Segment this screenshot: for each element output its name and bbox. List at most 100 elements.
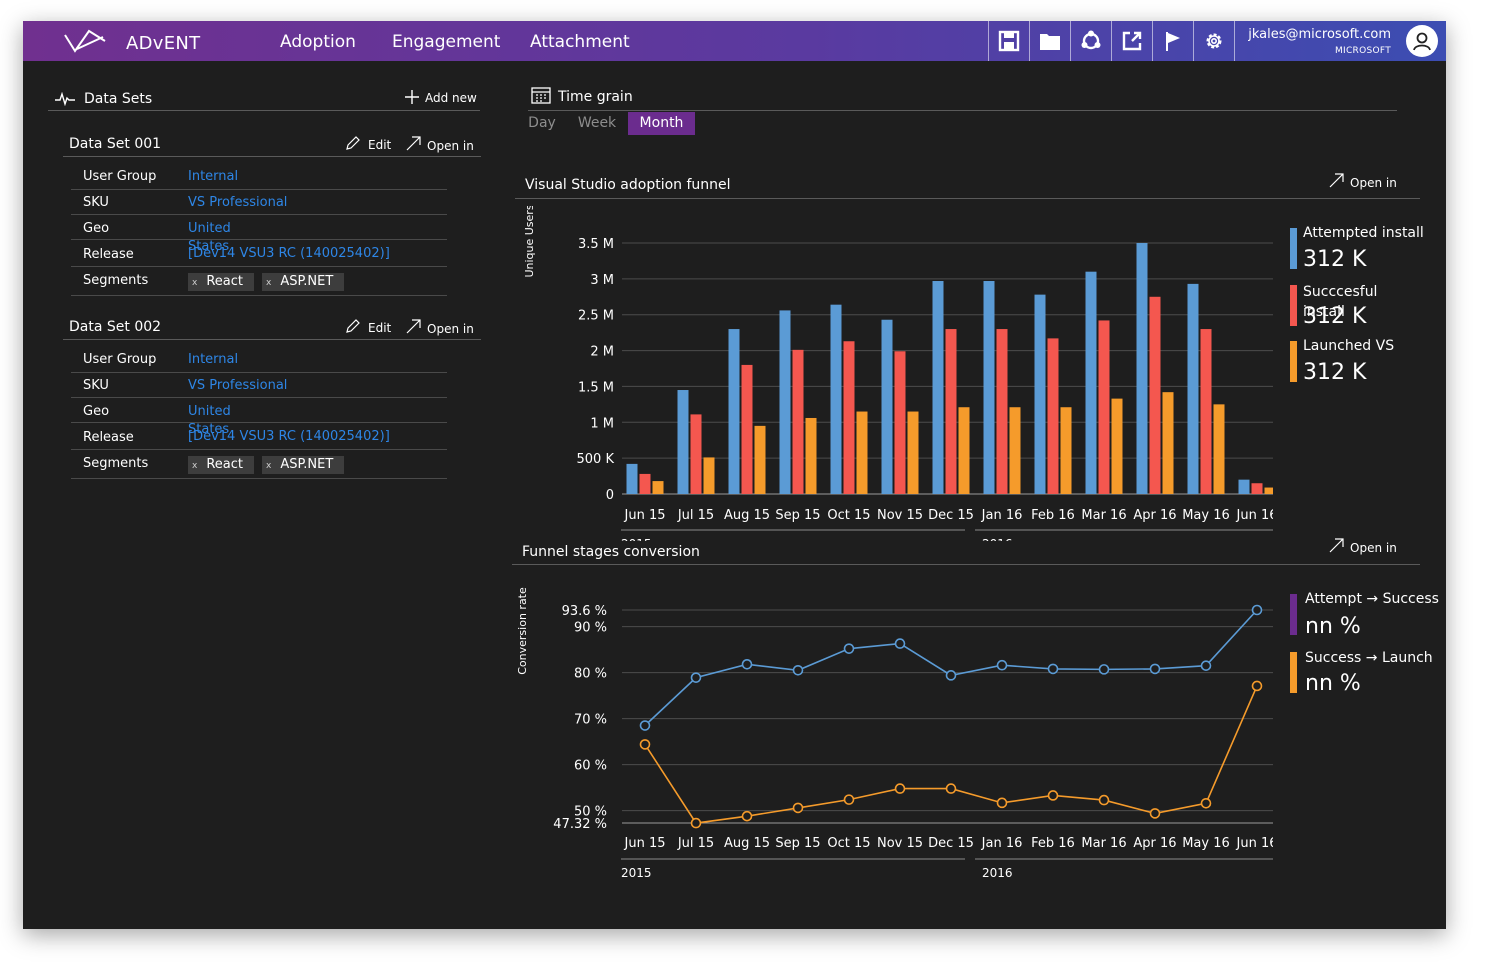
pencil-icon bbox=[346, 136, 360, 150]
user-avatar[interactable] bbox=[1406, 25, 1438, 57]
open-folder-button[interactable] bbox=[1029, 21, 1070, 61]
add-new-button[interactable]: Add new bbox=[404, 89, 477, 105]
x-tick-label: Jan 16 bbox=[981, 508, 1023, 523]
field-label-sku: SKU bbox=[83, 378, 109, 393]
arrow-up-right-icon bbox=[406, 136, 421, 151]
flag-button[interactable] bbox=[1152, 21, 1193, 61]
conversion-open-in-button[interactable]: Open in bbox=[1329, 538, 1397, 555]
add-new-label: Add new bbox=[425, 91, 477, 105]
edit-button[interactable]: Edit bbox=[345, 319, 391, 335]
segment-tag[interactable]: x ASP.NET bbox=[262, 456, 345, 474]
nav-adoption[interactable]: Adoption bbox=[280, 32, 356, 52]
data-point bbox=[1149, 663, 1161, 675]
remove-tag-icon[interactable]: x bbox=[192, 461, 198, 471]
bar bbox=[881, 319, 893, 494]
year-label: 2015 bbox=[621, 537, 652, 541]
segment-tag[interactable]: x ASP.NET bbox=[262, 273, 345, 291]
x-tick-label: Sep 15 bbox=[775, 508, 820, 523]
geo-value[interactable]: United bbox=[188, 404, 231, 419]
field-label-user-group: User Group bbox=[83, 169, 157, 184]
geo-value[interactable]: United bbox=[188, 221, 231, 236]
arrow-up-right-icon bbox=[406, 319, 421, 334]
bar bbox=[830, 304, 842, 494]
legend-swatch bbox=[1290, 285, 1297, 326]
sku-value[interactable]: VS Professional bbox=[188, 195, 288, 210]
bar bbox=[856, 411, 868, 494]
settings-button[interactable] bbox=[1193, 21, 1235, 61]
row-divider bbox=[71, 214, 447, 215]
remove-tag-icon[interactable]: x bbox=[192, 278, 198, 288]
release-value[interactable]: [Dev14 VSU3 RC (140025402)] bbox=[188, 429, 390, 444]
grid bbox=[622, 609, 1273, 824]
bar bbox=[652, 481, 664, 494]
nav-engagement[interactable]: Engagement bbox=[392, 32, 501, 52]
open-in-label: Open in bbox=[427, 139, 474, 153]
bar bbox=[741, 364, 753, 494]
legend-label: Succcesful install bbox=[1303, 284, 1378, 320]
bar bbox=[1098, 320, 1110, 494]
data-point bbox=[690, 672, 702, 683]
gear-icon bbox=[1206, 33, 1222, 49]
x-tick-label: Mar 16 bbox=[1081, 508, 1126, 523]
row-divider bbox=[71, 372, 447, 373]
export-button[interactable] bbox=[1111, 21, 1152, 61]
x-axis: Jun 15 Jul 15 Aug 15 Sep 15 Oct 15 Nov 15 Dec … bbox=[621, 836, 1273, 880]
time-grain-month[interactable]: Month bbox=[628, 112, 695, 135]
x-tick-label: Jul 15 bbox=[677, 508, 714, 523]
x-tick-label: Feb 16 bbox=[1031, 508, 1075, 523]
app-window: ADvENT Adoption Engagement Attachment bbox=[23, 21, 1446, 929]
y-tick-label: 90 % bbox=[574, 621, 607, 636]
bar bbox=[1034, 294, 1046, 494]
sku-value[interactable]: VS Professional bbox=[188, 378, 288, 393]
data-point bbox=[996, 797, 1008, 809]
divider bbox=[63, 156, 481, 157]
user-email[interactable]: jkales@microsoft.com bbox=[1248, 27, 1391, 42]
field-label-release: Release bbox=[83, 430, 134, 445]
edit-button[interactable]: Edit bbox=[345, 136, 391, 152]
bar bbox=[728, 329, 740, 494]
time-grain-label: Time grain bbox=[558, 89, 633, 105]
x-tick-label: Aug 15 bbox=[724, 836, 770, 851]
data-point bbox=[1047, 790, 1059, 801]
time-grain-day[interactable]: Day bbox=[528, 115, 556, 131]
bar bbox=[996, 329, 1008, 494]
data-point bbox=[690, 817, 702, 829]
segment-tag[interactable]: x React bbox=[188, 273, 254, 291]
open-in-button[interactable]: Open in bbox=[406, 136, 474, 153]
remove-tag-icon[interactable]: x bbox=[266, 461, 272, 471]
x-tick-label: Sep 15 bbox=[775, 836, 820, 851]
legend-label: Attempt → Success bbox=[1305, 591, 1439, 607]
segment-tag[interactable]: x React bbox=[188, 456, 254, 474]
data-set-title: Data Set 002 bbox=[69, 319, 162, 335]
bar bbox=[1009, 407, 1021, 494]
x-tick-label: Apr 16 bbox=[1133, 836, 1176, 851]
edit-label: Edit bbox=[368, 321, 392, 335]
nav-attachment[interactable]: Attachment bbox=[530, 32, 630, 52]
release-value[interactable]: [Dev14 VSU3 RC (140025402)] bbox=[188, 246, 390, 261]
data-point bbox=[945, 670, 957, 681]
save-button[interactable] bbox=[988, 21, 1029, 61]
bar bbox=[690, 414, 702, 494]
bar bbox=[1149, 296, 1161, 494]
y-tick-label: 2 M bbox=[590, 345, 614, 360]
y-tick-label: 1.5 M bbox=[578, 380, 614, 395]
x-tick-label: May 16 bbox=[1182, 836, 1230, 851]
sync-button[interactable] bbox=[1070, 21, 1111, 61]
user-group-value[interactable]: Internal bbox=[188, 352, 239, 367]
open-in-button[interactable]: Open in bbox=[406, 319, 474, 336]
remove-tag-icon[interactable]: x bbox=[266, 278, 272, 288]
advent-logo-icon[interactable] bbox=[63, 27, 109, 55]
x-axis: Jun 15 Jul 15 Aug 15 Sep 15 Oct 15 Nov 15 Dec … bbox=[621, 508, 1273, 541]
x-tick-label: Jun 15 bbox=[624, 836, 666, 851]
row-divider bbox=[71, 189, 447, 190]
time-grain-week[interactable]: Week bbox=[577, 115, 617, 131]
plus-icon bbox=[405, 90, 419, 104]
data-point bbox=[894, 638, 906, 649]
y-axis: 47.32 %50 % 60 % 70 % 80 % 90 % 93.6 % bbox=[553, 604, 607, 832]
arrow-up-right-icon bbox=[1329, 173, 1344, 188]
y-tick-label: 3.5 M bbox=[578, 237, 614, 252]
funnel-open-in-button[interactable]: Open in bbox=[1329, 173, 1397, 190]
calendar-icon bbox=[531, 87, 551, 104]
x-tick-label: Jun 15 bbox=[624, 508, 666, 523]
user-group-value[interactable]: Internal bbox=[188, 169, 239, 184]
